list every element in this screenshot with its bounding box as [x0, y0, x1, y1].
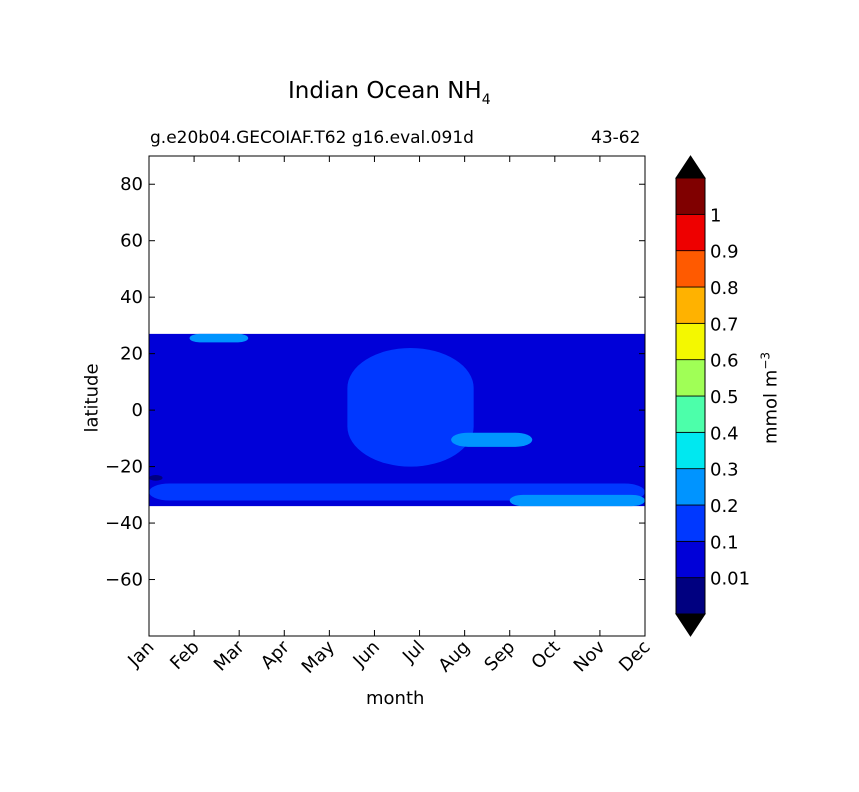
colorbar-swatch-3 [675, 468, 706, 506]
chart-subtitle-left: g.e20b04.GECOIAF.T62 g16.eval.091d [150, 128, 474, 148]
y-tick-label: 60 [120, 231, 143, 252]
colorbar-tick-label: 0.8 [710, 278, 739, 299]
colorbar-swatch-1 [675, 540, 706, 579]
colorbar-swatch-4 [675, 431, 706, 470]
x-tick-label: Sep [480, 637, 519, 676]
x-tick-label: Feb [166, 637, 203, 674]
plot-frame [148, 155, 646, 637]
contour-region-1 [347, 348, 474, 467]
x-tick-label: Jun [349, 637, 384, 672]
colorbar-tick-label: 0.7 [710, 314, 739, 335]
colorbar-swatch-9 [675, 250, 706, 288]
colorbar-tick-label: 0.5 [710, 387, 739, 408]
x-axis-label: month [366, 688, 425, 709]
x-tick-label: Jul [398, 637, 429, 668]
colorbar-swatch-7 [675, 322, 706, 361]
y-tick-label: 20 [120, 344, 143, 365]
colorbar-swatch-5 [675, 395, 706, 433]
colorbar-tick-label: 0.2 [710, 496, 739, 517]
y-tick-label: −20 [105, 457, 143, 478]
y-tick-label: −60 [105, 570, 143, 591]
x-tick-label: Nov [570, 636, 610, 676]
colorbar-swatch-10 [675, 213, 706, 252]
x-tick-label: Aug [434, 637, 474, 677]
y-tick-label: 40 [120, 287, 143, 308]
colorbar-tick-label: 0.9 [710, 242, 739, 263]
colorbar-swatch-11 [675, 177, 706, 215]
colorbar-label: mmol m−3 [758, 351, 782, 445]
colorbar-swatch-6 [675, 359, 706, 397]
colorbar-swatch-0 [675, 577, 706, 615]
y-tick-label: 0 [132, 400, 143, 421]
contour-region-4 [509, 494, 645, 507]
x-tick-label: Oct [527, 637, 564, 674]
colorbar-tick-label: 0.6 [710, 351, 739, 372]
colorbar-swatch-2 [675, 504, 706, 542]
contour-region-2 [451, 432, 533, 447]
x-tick-label: Jan [123, 637, 158, 672]
colorbar-tick-label: 0.3 [710, 460, 739, 481]
x-tick-label: Apr [257, 636, 294, 673]
colorbar-tick-label: 0.1 [710, 532, 739, 553]
y-tick-label: −40 [105, 513, 143, 534]
y-tick-label: 80 [120, 174, 143, 195]
colorbar-tick-label: 0.01 [710, 569, 750, 590]
colorbar-tick-label: 0.4 [710, 423, 739, 444]
x-tick-label: May [298, 636, 339, 677]
chart-title: Indian Ocean NH4 [288, 78, 491, 108]
y-axis-label: latitude [81, 363, 103, 433]
colorbar-extend-min [675, 613, 706, 637]
colorbar-frame [675, 177, 706, 615]
chart-subtitle-right: 43-62 [591, 128, 641, 148]
colorbar-swatch-8 [675, 286, 706, 324]
x-tick-label: Mar [210, 636, 249, 675]
colorbar-tick-label: 1 [710, 205, 721, 226]
x-tick-label: Dec [615, 637, 654, 676]
contour-region-6 [149, 475, 163, 481]
contour-region-5 [189, 333, 249, 343]
colorbar-extend-max [675, 155, 706, 179]
